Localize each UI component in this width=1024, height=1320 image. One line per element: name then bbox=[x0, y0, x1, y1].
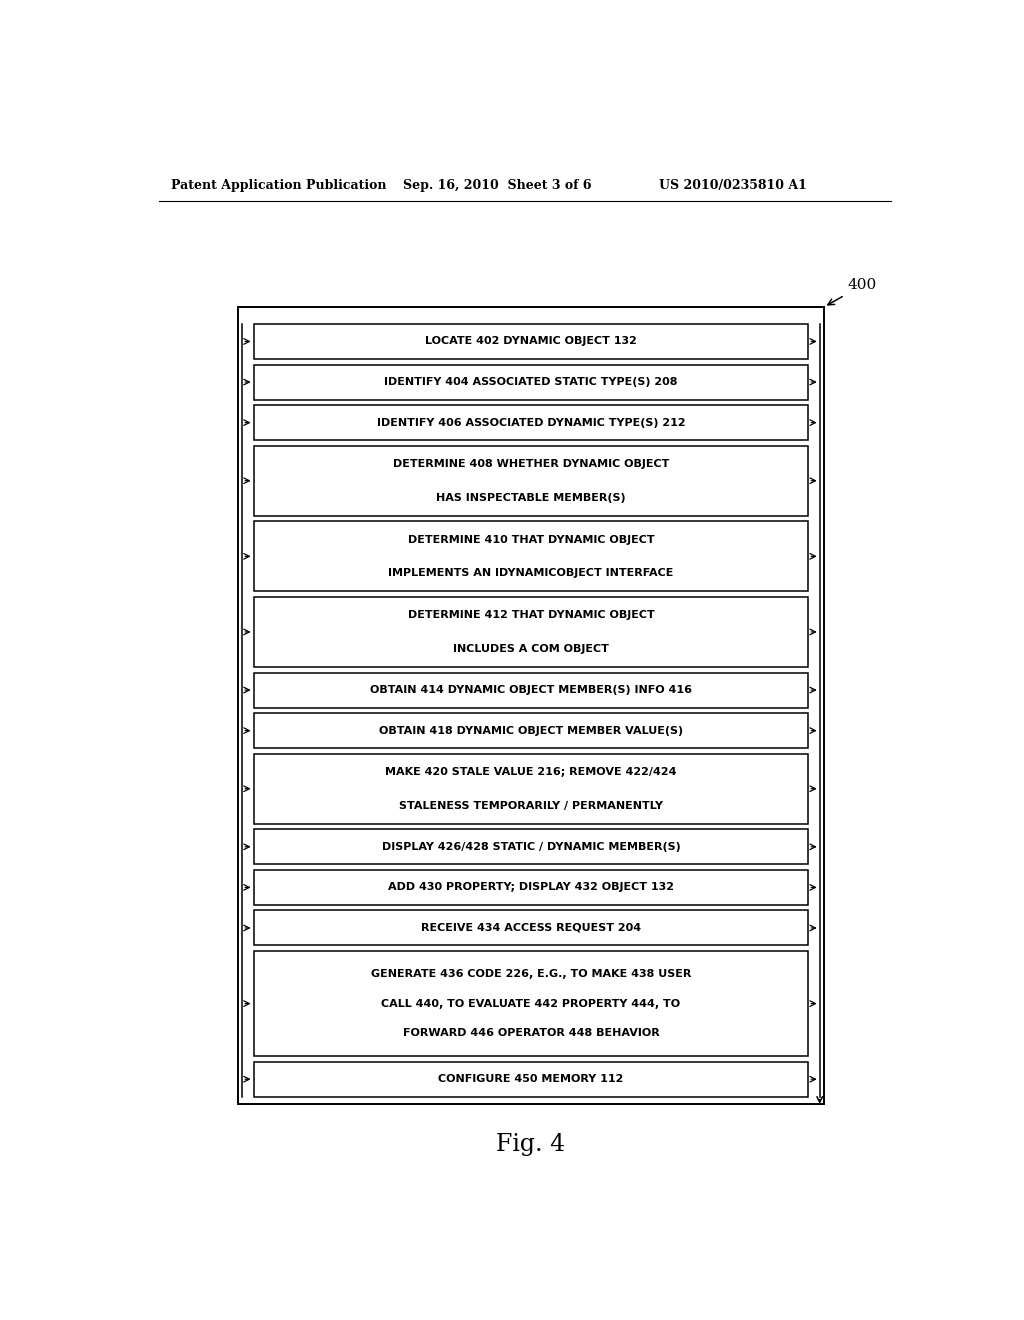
FancyBboxPatch shape bbox=[254, 713, 809, 748]
FancyBboxPatch shape bbox=[254, 405, 809, 440]
Text: US 2010/0235810 A1: US 2010/0235810 A1 bbox=[658, 178, 807, 191]
Text: CONFIGURE 450 MEMORY 112: CONFIGURE 450 MEMORY 112 bbox=[438, 1074, 624, 1084]
Text: IDENTIFY 406 ASSOCIATED DYNAMIC TYPE(S) 212: IDENTIFY 406 ASSOCIATED DYNAMIC TYPE(S) … bbox=[377, 417, 685, 428]
Text: MAKE 420 STALE VALUE 216; REMOVE 422/424: MAKE 420 STALE VALUE 216; REMOVE 422/424 bbox=[385, 767, 677, 777]
FancyBboxPatch shape bbox=[254, 870, 809, 906]
Text: Fig. 4: Fig. 4 bbox=[497, 1133, 565, 1156]
Text: IDENTIFY 404 ASSOCIATED STATIC TYPE(S) 208: IDENTIFY 404 ASSOCIATED STATIC TYPE(S) 2… bbox=[384, 378, 678, 387]
Text: LOCATE 402 DYNAMIC OBJECT 132: LOCATE 402 DYNAMIC OBJECT 132 bbox=[425, 337, 637, 346]
FancyBboxPatch shape bbox=[254, 1061, 809, 1097]
FancyBboxPatch shape bbox=[254, 911, 809, 945]
Text: ADD 430 PROPERTY; DISPLAY 432 OBJECT 132: ADD 430 PROPERTY; DISPLAY 432 OBJECT 132 bbox=[388, 882, 674, 892]
FancyBboxPatch shape bbox=[254, 950, 809, 1056]
Text: 400: 400 bbox=[827, 279, 877, 305]
FancyBboxPatch shape bbox=[254, 829, 809, 865]
FancyBboxPatch shape bbox=[254, 446, 809, 516]
Text: Patent Application Publication: Patent Application Publication bbox=[171, 178, 386, 191]
Text: GENERATE 436 CODE 226, E.G., TO MAKE 438 USER: GENERATE 436 CODE 226, E.G., TO MAKE 438… bbox=[371, 969, 691, 979]
Text: HAS INSPECTABLE MEMBER(S): HAS INSPECTABLE MEMBER(S) bbox=[436, 492, 626, 503]
Text: DETERMINE 410 THAT DYNAMIC OBJECT: DETERMINE 410 THAT DYNAMIC OBJECT bbox=[408, 535, 654, 545]
Text: STALENESS TEMPORARILY / PERMANENTLY: STALENESS TEMPORARILY / PERMANENTLY bbox=[399, 800, 663, 810]
Text: DISPLAY 426/428 STATIC / DYNAMIC MEMBER(S): DISPLAY 426/428 STATIC / DYNAMIC MEMBER(… bbox=[382, 842, 680, 851]
FancyBboxPatch shape bbox=[254, 364, 809, 400]
Text: DETERMINE 412 THAT DYNAMIC OBJECT: DETERMINE 412 THAT DYNAMIC OBJECT bbox=[408, 610, 654, 620]
FancyBboxPatch shape bbox=[254, 672, 809, 708]
Text: OBTAIN 414 DYNAMIC OBJECT MEMBER(S) INFO 416: OBTAIN 414 DYNAMIC OBJECT MEMBER(S) INFO… bbox=[370, 685, 692, 696]
Text: DETERMINE 408 WHETHER DYNAMIC OBJECT: DETERMINE 408 WHETHER DYNAMIC OBJECT bbox=[393, 459, 670, 469]
Text: IMPLEMENTS AN IDYNAMICOBJECT INTERFACE: IMPLEMENTS AN IDYNAMICOBJECT INTERFACE bbox=[388, 568, 674, 578]
Text: FORWARD 446 OPERATOR 448 BEHAVIOR: FORWARD 446 OPERATOR 448 BEHAVIOR bbox=[402, 1028, 659, 1038]
Text: CALL 440, TO EVALUATE 442 PROPERTY 444, TO: CALL 440, TO EVALUATE 442 PROPERTY 444, … bbox=[381, 999, 681, 1008]
Text: Sep. 16, 2010  Sheet 3 of 6: Sep. 16, 2010 Sheet 3 of 6 bbox=[403, 178, 592, 191]
FancyBboxPatch shape bbox=[238, 308, 824, 1105]
FancyBboxPatch shape bbox=[254, 521, 809, 591]
FancyBboxPatch shape bbox=[254, 597, 809, 667]
FancyBboxPatch shape bbox=[254, 323, 809, 359]
FancyBboxPatch shape bbox=[254, 754, 809, 824]
Text: RECEIVE 434 ACCESS REQUEST 204: RECEIVE 434 ACCESS REQUEST 204 bbox=[421, 923, 641, 933]
Text: OBTAIN 418 DYNAMIC OBJECT MEMBER VALUE(S): OBTAIN 418 DYNAMIC OBJECT MEMBER VALUE(S… bbox=[379, 726, 683, 735]
Text: INCLUDES A COM OBJECT: INCLUDES A COM OBJECT bbox=[453, 644, 609, 653]
